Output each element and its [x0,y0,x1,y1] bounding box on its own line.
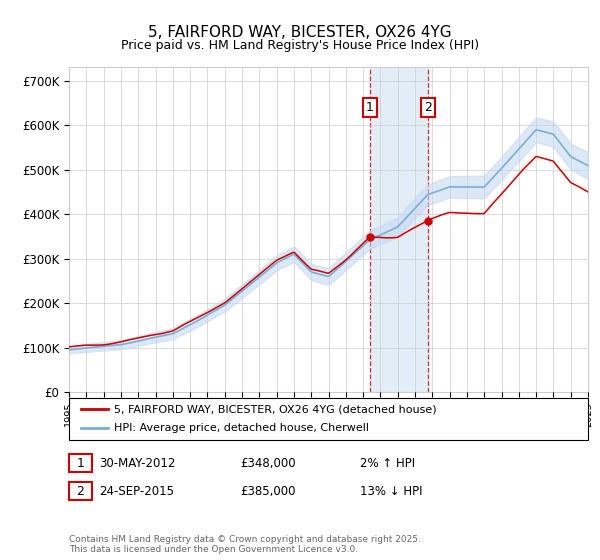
Text: 5, FAIRFORD WAY, BICESTER, OX26 4YG (detached house): 5, FAIRFORD WAY, BICESTER, OX26 4YG (det… [114,404,437,414]
Text: Contains HM Land Registry data © Crown copyright and database right 2025.
This d: Contains HM Land Registry data © Crown c… [69,535,421,554]
Text: 24-SEP-2015: 24-SEP-2015 [99,484,174,498]
Text: 5, FAIRFORD WAY, BICESTER, OX26 4YG: 5, FAIRFORD WAY, BICESTER, OX26 4YG [148,25,452,40]
Text: 1: 1 [76,456,85,470]
Text: 1: 1 [366,101,374,114]
Text: 2: 2 [76,484,85,498]
Text: 13% ↓ HPI: 13% ↓ HPI [360,484,422,498]
Text: Price paid vs. HM Land Registry's House Price Index (HPI): Price paid vs. HM Land Registry's House … [121,39,479,52]
Text: HPI: Average price, detached house, Cherwell: HPI: Average price, detached house, Cher… [114,423,369,433]
Text: 2: 2 [424,101,432,114]
Text: 30-MAY-2012: 30-MAY-2012 [99,456,175,470]
Text: £385,000: £385,000 [240,484,296,498]
Text: £348,000: £348,000 [240,456,296,470]
Text: 2% ↑ HPI: 2% ↑ HPI [360,456,415,470]
Bar [370,67,428,392]
